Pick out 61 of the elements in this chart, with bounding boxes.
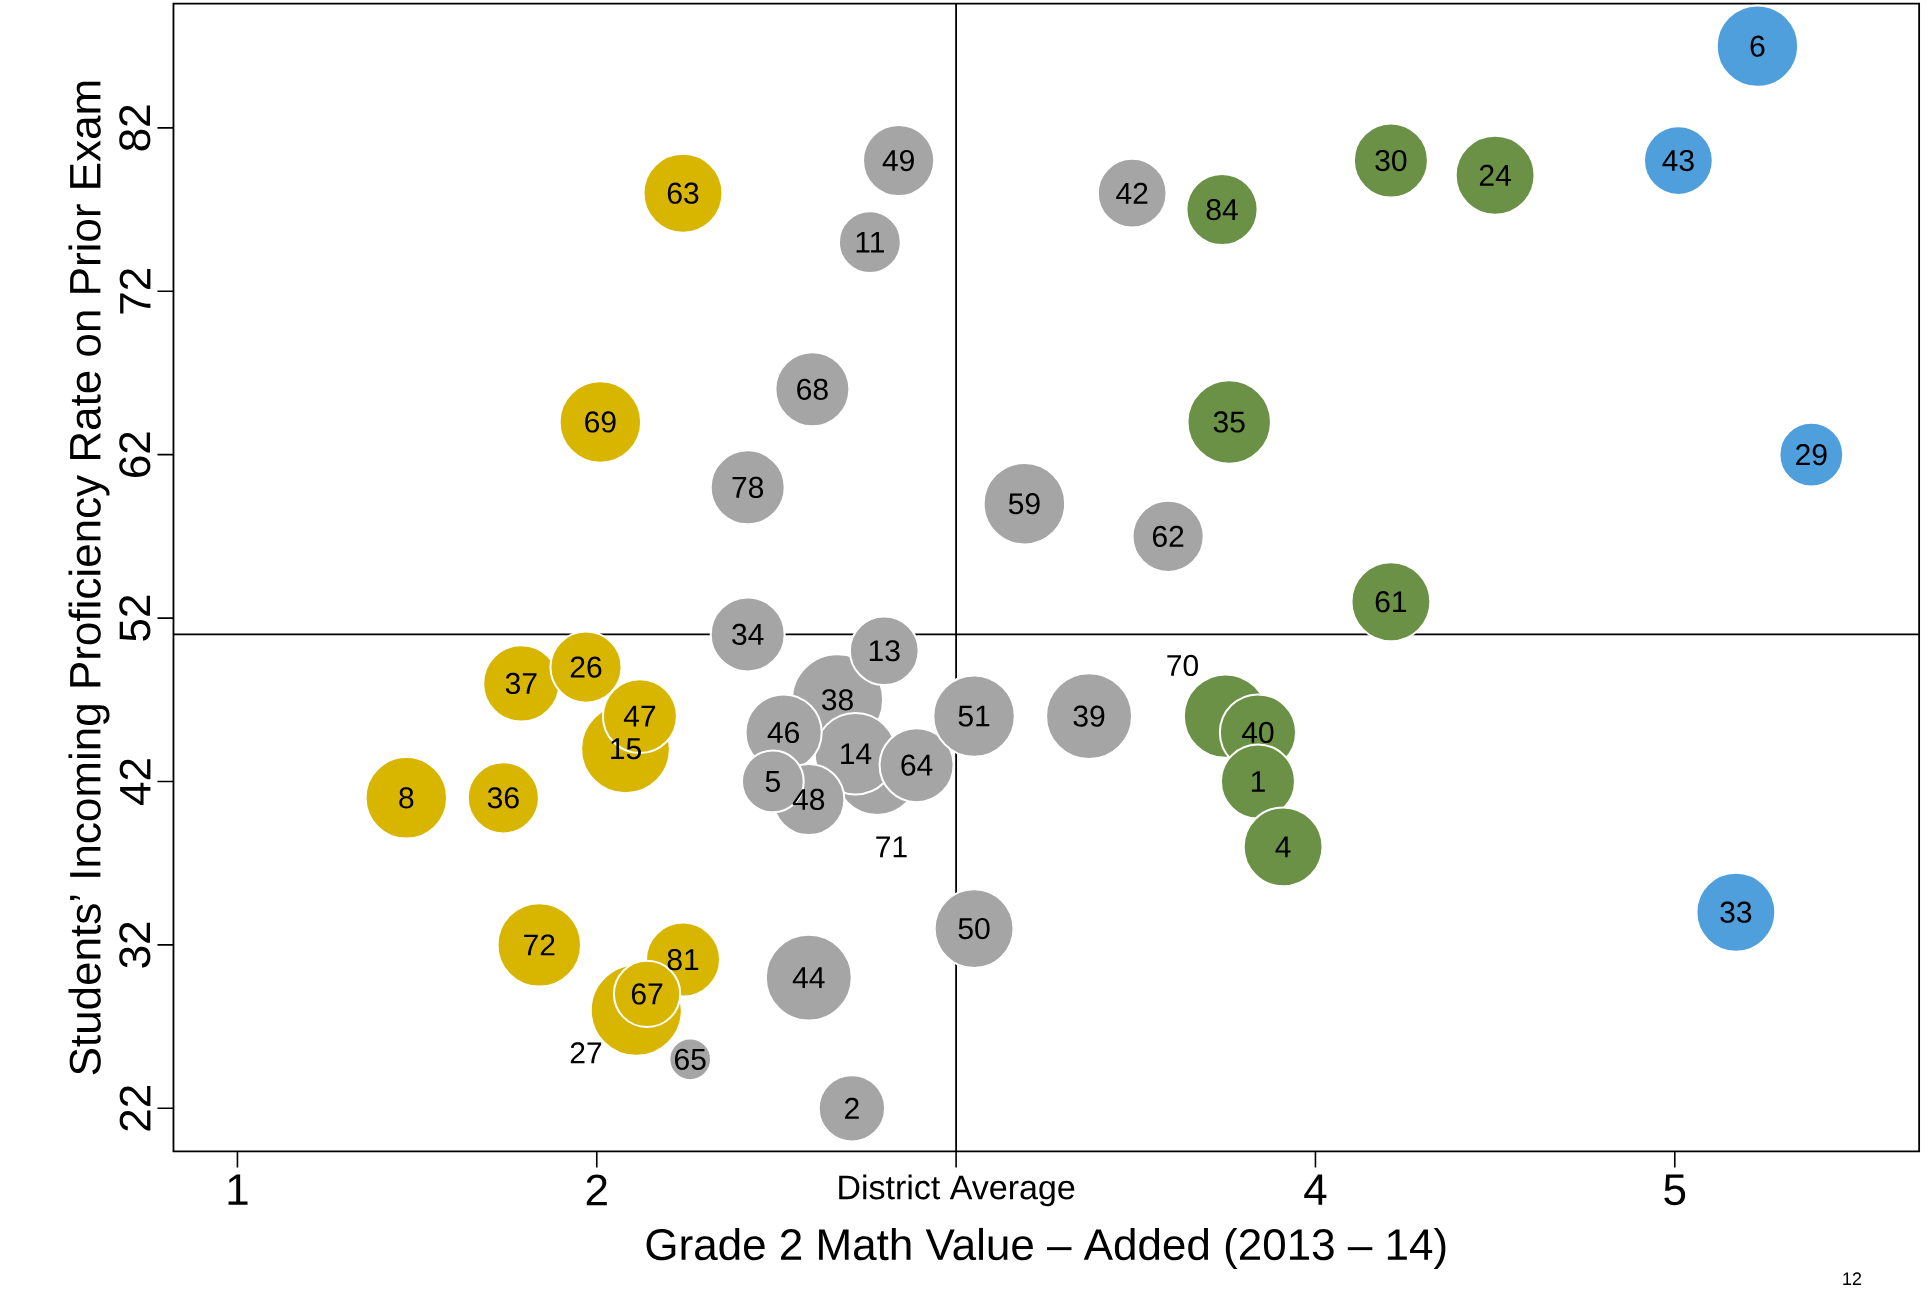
annotation: 65 (675, 1048, 706, 1070)
annotation: 6 (1750, 35, 1765, 57)
annotation: 27 (570, 1042, 602, 1064)
annotation: 39 (1073, 705, 1105, 727)
annotation: 51 (958, 705, 990, 727)
annotation: 78 (732, 476, 764, 498)
annotation: 84 (1206, 198, 1238, 221)
annotation: 34 (732, 623, 764, 646)
annotation: 8 (399, 787, 414, 809)
annotation: 68 (797, 378, 828, 400)
x-axis-title: Grade 2 Math Value – Added (2013 – 14) (646, 1227, 1446, 1269)
x-tick-label: District Average (839, 1174, 1075, 1207)
annotation: 44 (792, 967, 825, 988)
annotation: 36 (487, 787, 519, 809)
annotation: 38 (821, 689, 853, 711)
x-tick-label: 1 (228, 1174, 248, 1205)
annotation: 49 (882, 149, 914, 172)
annotation: 62 (1152, 525, 1184, 547)
annotation: 2 (845, 1097, 859, 1119)
annotation: 69 (585, 411, 616, 433)
annotation: 47 (623, 705, 656, 727)
y-tick-label: 62 (119, 432, 151, 477)
annotation: 29 (1796, 444, 1827, 466)
annotation: 61 (1375, 591, 1407, 613)
x-tick-label: 2 (586, 1174, 607, 1206)
annotation: 81 (667, 948, 699, 971)
annotation: 24 (1479, 164, 1511, 186)
annotation: 67 (631, 983, 663, 1005)
annotation: 71 (876, 836, 907, 858)
y-tick-label: 22 (119, 1086, 151, 1131)
annotation: 30 (1375, 149, 1407, 172)
annotation: 35 (1213, 411, 1245, 433)
y-tick-label: 82 (119, 105, 151, 151)
annotation: 72 (524, 934, 555, 956)
y-tick-label: 52 (119, 595, 151, 641)
annotation: 13 (869, 640, 900, 662)
y-tick-label: 32 (119, 922, 151, 968)
x-tick-label: 4 (1304, 1174, 1327, 1205)
annotation: 14 (841, 743, 872, 765)
annotation: 5 (765, 771, 780, 792)
y-tick-label: 42 (119, 759, 151, 805)
annotation: 33 (1720, 901, 1752, 923)
annotation: 46 (767, 721, 799, 744)
annotation: 59 (1008, 493, 1040, 515)
annotation: 50 (958, 917, 990, 940)
annotation: 48 (792, 788, 825, 811)
annotation: 63 (667, 182, 699, 204)
annotation: 1 (1251, 771, 1265, 792)
annotation: 37 (505, 672, 537, 695)
annotation: 43 (1662, 149, 1694, 172)
annotation: 70 (1167, 654, 1198, 677)
annotation: 64 (901, 754, 933, 776)
text: 12 (1843, 1272, 1862, 1285)
y-tick-label: 72 (119, 269, 151, 314)
annotation: 40 (1241, 721, 1274, 744)
annotation: 26 (570, 656, 602, 678)
x-tick-label: 5 (1664, 1174, 1686, 1206)
y-axis-title: Students’ Incoming Proficiency Rate on Prior Exam (68, 81, 110, 1075)
annotation: 11 (856, 231, 884, 253)
annotation: 42 (1116, 182, 1148, 204)
annotation: 4 (1275, 836, 1291, 858)
